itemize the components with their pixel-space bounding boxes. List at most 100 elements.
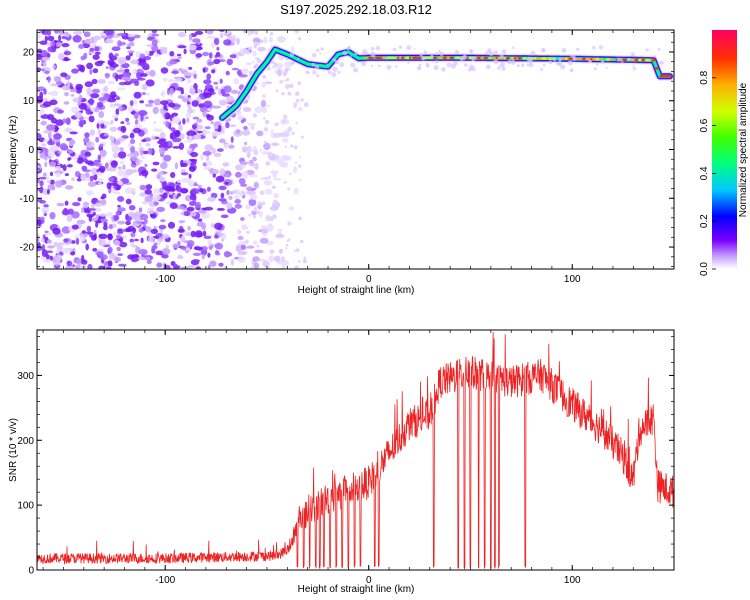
noise-blob xyxy=(78,104,88,110)
noise-blob xyxy=(64,92,69,97)
noise-blob xyxy=(293,166,298,174)
noise-blob xyxy=(174,162,179,170)
noise-blob xyxy=(70,94,75,97)
noise-blob xyxy=(131,212,141,221)
noise-blob xyxy=(98,97,106,102)
noise-blob xyxy=(60,72,68,78)
ridge-halo-dot xyxy=(657,48,661,51)
ridge-halo-dot xyxy=(395,65,398,68)
noise-blob xyxy=(47,35,55,42)
noise-blob xyxy=(152,194,161,201)
noise-blob xyxy=(123,81,132,86)
noise-blob xyxy=(214,234,219,239)
noise-blob xyxy=(83,31,91,38)
noise-blob xyxy=(147,207,155,211)
ridge-hotspot xyxy=(483,56,488,60)
noise-blob xyxy=(186,130,196,137)
noise-blob xyxy=(197,184,202,189)
ridge-halo-dot xyxy=(560,64,566,70)
colorbar-ticks: 0.0 0.2 0.4 0.6 0.8 xyxy=(699,70,716,276)
noise-blob xyxy=(180,236,186,243)
noise-dot xyxy=(248,31,252,35)
noise-blob xyxy=(268,36,273,43)
noise-blob xyxy=(195,230,203,238)
noise-blob xyxy=(200,246,208,251)
noise-blob xyxy=(235,171,242,178)
noise-blob xyxy=(177,228,185,233)
noise-blob xyxy=(230,89,239,94)
noise-blob xyxy=(277,69,282,77)
noise-dot xyxy=(275,89,279,92)
noise-blob xyxy=(197,89,202,94)
noise-blob xyxy=(71,224,79,230)
noise-dot xyxy=(248,213,251,217)
noise-dot xyxy=(259,190,265,196)
noise-blob xyxy=(171,70,180,74)
noise-blob xyxy=(92,54,100,60)
noise-blob xyxy=(87,263,93,269)
ridge-halo-dot xyxy=(654,55,657,58)
noise-blob xyxy=(138,141,143,147)
noise-blob xyxy=(54,30,59,34)
noise-blob xyxy=(248,198,257,207)
noise-blob xyxy=(100,218,108,223)
noise-blob xyxy=(67,208,74,215)
noise-dot xyxy=(273,133,278,138)
noise-blob xyxy=(190,230,196,238)
noise-blob xyxy=(177,56,182,60)
noise-blob xyxy=(277,228,283,232)
noise-dot xyxy=(298,164,302,168)
noise-blob xyxy=(59,143,68,150)
noise-blob xyxy=(97,128,101,136)
noise-blob xyxy=(197,218,203,222)
ridge-halo-dot xyxy=(485,51,489,55)
noise-blob xyxy=(253,181,259,189)
noise-blob xyxy=(157,140,166,145)
noise-blob xyxy=(163,154,172,162)
noise-blob xyxy=(212,173,216,178)
noise-blob xyxy=(205,113,211,119)
noise-blob xyxy=(47,75,51,83)
ridge-hotspot xyxy=(629,58,634,62)
noise-blob xyxy=(192,259,201,263)
noise-blob xyxy=(141,62,150,69)
ridge-halo-dot xyxy=(454,49,460,55)
noise-dot xyxy=(282,119,286,123)
noise-blob xyxy=(200,107,206,113)
noise-blob xyxy=(117,151,127,159)
noise-blob xyxy=(214,222,223,230)
noise-blob xyxy=(158,138,167,142)
noise-blob xyxy=(228,190,237,194)
noise-blob xyxy=(160,48,168,55)
noise-blob xyxy=(117,220,126,225)
noise-blob xyxy=(204,126,211,130)
snr-panel: -100 0 100 0 100 200 300 Height of straight li… xyxy=(8,329,675,595)
noise-blob xyxy=(215,85,219,90)
noise-blob xyxy=(84,81,94,88)
noise-blob xyxy=(273,178,282,181)
noise-blob xyxy=(180,266,190,269)
noise-blob xyxy=(151,245,158,250)
ridge-halo-dot xyxy=(499,64,503,68)
noise-blob xyxy=(99,213,108,217)
noise-blob xyxy=(133,91,142,99)
ridge-halo-dot xyxy=(385,57,388,60)
noise-blob xyxy=(197,130,203,134)
noise-blob xyxy=(80,173,87,181)
noise-blob xyxy=(219,32,224,39)
noise-dot xyxy=(284,132,289,138)
ridge-halo-dot xyxy=(285,57,289,61)
noise-blob xyxy=(125,77,131,80)
noise-blob xyxy=(39,147,48,152)
noise-blob xyxy=(210,42,216,48)
noise-blob xyxy=(235,244,242,252)
noise-blob xyxy=(63,238,69,243)
noise-blob xyxy=(239,47,248,55)
noise-blob xyxy=(109,126,118,132)
noise-blob xyxy=(70,251,76,256)
noise-blob xyxy=(218,99,228,106)
noise-blob xyxy=(46,180,52,184)
noise-blob xyxy=(137,256,146,260)
noise-blob xyxy=(203,79,212,85)
noise-blob xyxy=(150,228,159,234)
